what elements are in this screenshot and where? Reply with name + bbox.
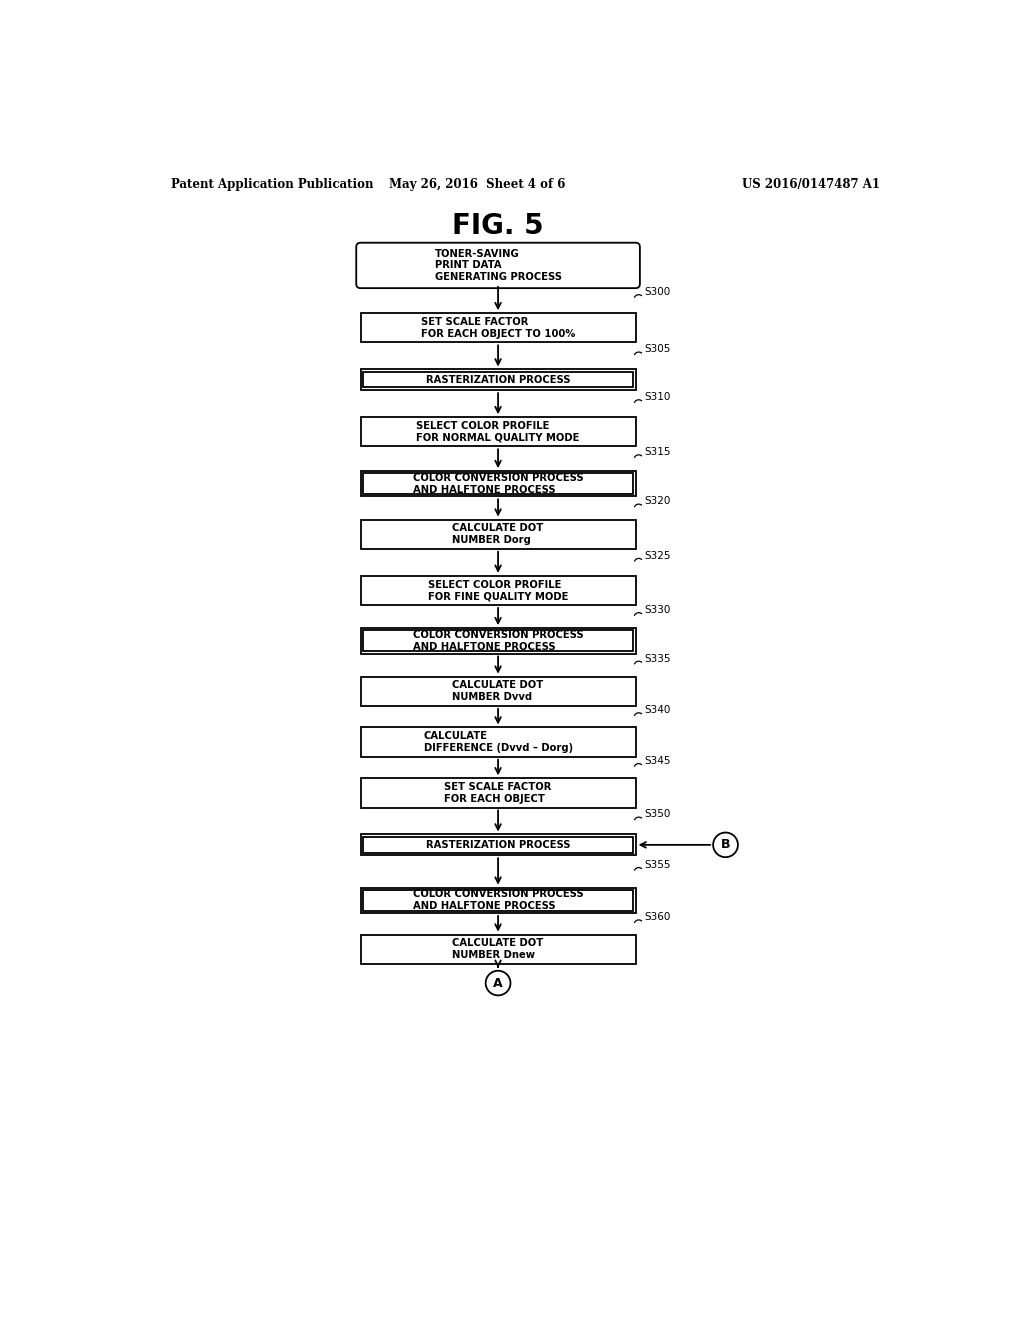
Text: SET SCALE FACTOR
FOR EACH OBJECT: SET SCALE FACTOR FOR EACH OBJECT — [444, 781, 552, 804]
Bar — [360, 935, 636, 964]
Text: S350: S350 — [644, 809, 671, 820]
Text: S325: S325 — [644, 550, 671, 561]
Bar — [360, 417, 636, 446]
Text: SET SCALE FACTOR
FOR EACH OBJECT TO 100%: SET SCALE FACTOR FOR EACH OBJECT TO 100% — [421, 317, 575, 339]
Bar — [360, 779, 636, 808]
Text: Patent Application Publication: Patent Application Publication — [171, 178, 373, 190]
Text: US 2016/0147487 A1: US 2016/0147487 A1 — [741, 178, 880, 190]
Text: S320: S320 — [644, 496, 671, 507]
Bar — [360, 520, 636, 549]
Text: TONER-SAVING
PRINT DATA
GENERATING PROCESS: TONER-SAVING PRINT DATA GENERATING PROCE… — [434, 249, 561, 282]
Circle shape — [485, 970, 510, 995]
Bar — [362, 890, 633, 911]
Bar — [360, 370, 636, 391]
Text: S310: S310 — [644, 392, 671, 403]
Bar — [360, 677, 636, 706]
Text: S345: S345 — [644, 756, 671, 766]
Circle shape — [713, 833, 738, 857]
Bar — [362, 631, 633, 651]
Text: May 26, 2016  Sheet 4 of 6: May 26, 2016 Sheet 4 of 6 — [388, 178, 565, 190]
Bar — [360, 887, 636, 913]
Text: B: B — [721, 838, 730, 851]
Text: COLOR CONVERSION PROCESS
AND HALFTONE PROCESS: COLOR CONVERSION PROCESS AND HALFTONE PR… — [413, 630, 584, 652]
Text: S340: S340 — [644, 705, 671, 715]
Bar — [360, 576, 636, 605]
Text: COLOR CONVERSION PROCESS
AND HALFTONE PROCESS: COLOR CONVERSION PROCESS AND HALFTONE PR… — [413, 473, 584, 495]
Bar — [364, 372, 633, 388]
Bar — [360, 628, 636, 653]
Text: CALCULATE DOT
NUMBER Dnew: CALCULATE DOT NUMBER Dnew — [453, 939, 544, 960]
Bar — [360, 834, 636, 855]
Bar — [360, 471, 636, 496]
FancyBboxPatch shape — [356, 243, 640, 288]
Text: CALCULATE DOT
NUMBER Dvvd: CALCULATE DOT NUMBER Dvvd — [453, 680, 544, 702]
Text: S360: S360 — [644, 912, 671, 923]
Bar — [360, 313, 636, 342]
Text: CALCULATE
DIFFERENCE (Dvvd – Dorg): CALCULATE DIFFERENCE (Dvvd – Dorg) — [424, 731, 572, 752]
Text: S305: S305 — [644, 345, 671, 354]
Text: FIG. 5: FIG. 5 — [452, 213, 544, 240]
Bar — [364, 837, 633, 853]
Text: S300: S300 — [644, 286, 671, 297]
Text: A: A — [494, 977, 503, 990]
Text: S330: S330 — [644, 605, 671, 615]
Text: S315: S315 — [644, 447, 671, 457]
Text: RASTERIZATION PROCESS: RASTERIZATION PROCESS — [426, 840, 570, 850]
Text: CALCULATE DOT
NUMBER Dorg: CALCULATE DOT NUMBER Dorg — [453, 523, 544, 545]
Text: SELECT COLOR PROFILE
FOR NORMAL QUALITY MODE: SELECT COLOR PROFILE FOR NORMAL QUALITY … — [417, 421, 580, 442]
Text: S335: S335 — [644, 653, 671, 664]
Text: COLOR CONVERSION PROCESS
AND HALFTONE PROCESS: COLOR CONVERSION PROCESS AND HALFTONE PR… — [413, 890, 584, 911]
Bar — [362, 474, 633, 494]
Bar — [360, 727, 636, 756]
Text: S355: S355 — [644, 859, 671, 870]
Text: SELECT COLOR PROFILE
FOR FINE QUALITY MODE: SELECT COLOR PROFILE FOR FINE QUALITY MO… — [428, 579, 568, 601]
Text: RASTERIZATION PROCESS: RASTERIZATION PROCESS — [426, 375, 570, 384]
